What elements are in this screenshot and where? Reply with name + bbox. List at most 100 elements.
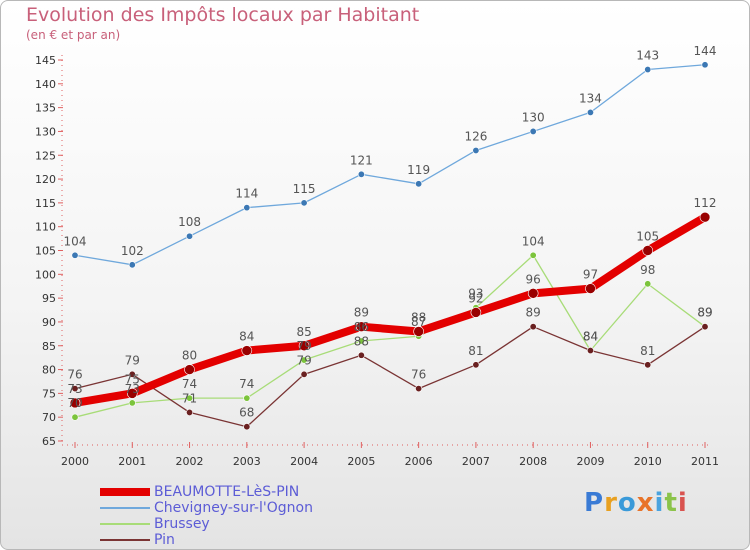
legend-label-brussey: Brussey [154, 516, 210, 532]
data-point [69, 397, 81, 409]
data-label: 80 [182, 349, 197, 363]
data-point [529, 323, 537, 331]
data-label: 79 [296, 353, 311, 367]
chart-subtitle: (en € et par an) [26, 28, 121, 42]
y-tick-label: 135 [35, 102, 56, 115]
data-label: 126 [464, 129, 487, 143]
data-label: 112 [694, 196, 717, 210]
legend-label-beaumotte: BEAUMOTTE-LèS-PIN [154, 484, 300, 500]
data-label: 79 [296, 339, 311, 353]
y-tick-label: 125 [35, 149, 56, 162]
data-label: 85 [296, 325, 311, 339]
x-tick-label: 2004 [290, 455, 318, 468]
y-tick-label: 120 [35, 173, 56, 186]
x-tick-label: 2011 [691, 455, 719, 468]
legend-swatch-beaumotte [100, 488, 150, 496]
data-point [71, 413, 79, 421]
data-point [300, 199, 308, 207]
data-label: 76 [67, 368, 82, 382]
data-label: 68 [239, 406, 254, 420]
data-point [586, 347, 594, 355]
data-point [243, 204, 251, 212]
data-point [470, 307, 482, 318]
y-tick-label: 95 [42, 292, 56, 305]
y-tick-label: 130 [35, 125, 56, 138]
legend-swatch-chevigney [100, 507, 150, 509]
data-label: 93 [468, 287, 483, 301]
data-label: 119 [407, 163, 430, 177]
y-tick-label: 115 [35, 197, 56, 210]
x-tick-label: 2006 [405, 455, 433, 468]
data-point [243, 394, 251, 402]
data-label: 70 [67, 396, 82, 410]
data-label: 84 [239, 330, 254, 344]
y-tick-label: 85 [42, 340, 56, 353]
data-label: 75 [125, 372, 140, 386]
data-label: 87 [411, 315, 426, 329]
logo-letter: r [604, 488, 618, 518]
y-tick-label: 100 [35, 268, 56, 281]
series-layer [69, 61, 711, 431]
data-label: 89 [697, 306, 712, 320]
data-label: 102 [121, 244, 144, 258]
data-point [642, 245, 654, 256]
data-label: 130 [522, 110, 545, 124]
x-tick-label: 2008 [519, 455, 547, 468]
data-point [243, 423, 251, 431]
data-label: 134 [579, 91, 602, 105]
data-point [186, 408, 194, 416]
data-point [184, 364, 195, 375]
data-point [128, 261, 136, 269]
logo-letter: i [677, 488, 688, 518]
data-label: 89 [697, 306, 712, 320]
x-tick-label: 2009 [576, 455, 604, 468]
data-label: 97 [583, 268, 598, 282]
data-point [71, 385, 79, 393]
data-point [529, 251, 537, 259]
data-point [357, 351, 365, 359]
data-label: 96 [526, 272, 541, 286]
y-tick-label: 80 [42, 364, 56, 377]
logo-letter: P [584, 488, 605, 518]
data-label: 108 [178, 215, 201, 229]
data-point [356, 321, 367, 333]
data-point [472, 146, 480, 154]
data-point [701, 323, 709, 331]
x-tick-label: 2007 [462, 455, 490, 468]
data-point [644, 361, 652, 369]
data-label: 104 [64, 234, 87, 248]
data-label: 98 [640, 263, 655, 277]
data-label: 88 [411, 310, 426, 324]
y-tick-label: 145 [35, 54, 56, 67]
data-point [186, 394, 194, 402]
legend-label-pin: Pin [154, 532, 175, 548]
chart-axes: 65 70 75 80 85 90 95 100 105 110 115 120 125 130 135 14… [35, 54, 719, 468]
data-label: 105 [636, 230, 659, 244]
data-label: 81 [640, 344, 655, 358]
data-label: 73 [67, 382, 82, 396]
y-tick-label: 90 [42, 316, 56, 329]
data-label: 89 [354, 306, 369, 320]
data-point [128, 370, 136, 378]
data-point [644, 66, 652, 74]
data-point [644, 280, 652, 288]
data-point [586, 108, 594, 116]
data-label: 76 [411, 368, 426, 382]
data-point [585, 283, 596, 294]
data-label: 74 [239, 377, 254, 391]
data-label: 114 [235, 187, 258, 201]
data-label: 84 [583, 330, 598, 344]
data-label: 73 [125, 382, 140, 396]
data-point [128, 399, 136, 407]
series-line-3 [74, 326, 706, 428]
data-point [357, 170, 365, 178]
data-point [300, 356, 308, 364]
data-label: 74 [182, 377, 197, 391]
data-point [472, 361, 480, 369]
data-point [357, 337, 365, 345]
data-point [298, 340, 310, 352]
data-label: 86 [354, 320, 369, 334]
data-point [529, 127, 537, 135]
chart-title: Evolution des Impôts locaux par Habitant [26, 4, 420, 26]
data-label: 144 [694, 44, 717, 58]
